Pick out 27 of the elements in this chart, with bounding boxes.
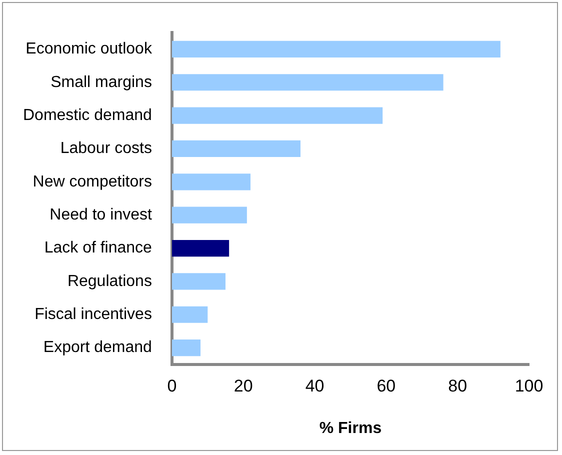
x-tick-label: 40 [305, 376, 324, 396]
bar [172, 74, 444, 91]
y-tick-label: Economic outlook [26, 40, 153, 58]
bar [172, 273, 226, 290]
bar [172, 206, 247, 224]
y-tick-label: New competitors [32, 173, 152, 190]
x-tick-label: 100 [514, 376, 544, 396]
bar [172, 140, 300, 158]
bar [172, 40, 500, 58]
bar [172, 340, 201, 356]
y-tick-label: Export demand [43, 339, 152, 356]
bar [172, 174, 250, 190]
y-tick-label: Labour costs [60, 140, 152, 158]
x-tick-label: 0 [167, 376, 177, 396]
x-tick-label: 20 [234, 376, 253, 396]
y-tick-label: Domestic demand [22, 106, 152, 124]
y-tick-label: Lack of finance [44, 240, 152, 257]
y-tick-label: Small margins [50, 74, 152, 91]
x-tick-label: 80 [448, 376, 468, 396]
x-axis-title: % Firms [319, 420, 382, 437]
y-tick-label: Regulations [67, 272, 152, 290]
bar [172, 240, 230, 257]
bar [172, 306, 208, 323]
bar [172, 107, 383, 124]
x-tick-label: 60 [376, 376, 396, 396]
y-tick-label: Fiscal incentives [34, 306, 152, 324]
y-tick-label: Need to invest [50, 206, 152, 224]
